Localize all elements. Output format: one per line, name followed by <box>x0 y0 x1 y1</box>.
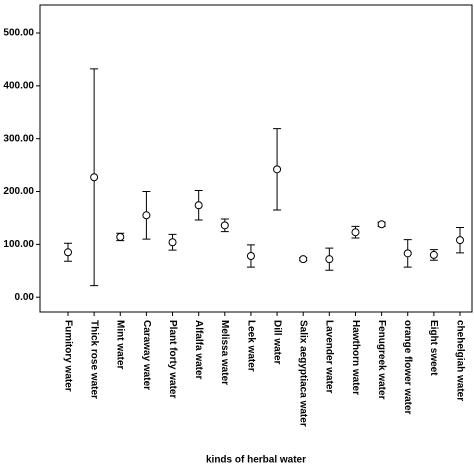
mean-marker <box>299 255 308 264</box>
x-tick-label: orange flower water <box>402 320 413 415</box>
x-tick-label: Salix aegyptiaca water <box>298 320 309 427</box>
plot-frame <box>39 4 473 313</box>
x-tick-label: Alfalfa water <box>193 320 204 380</box>
y-tick-label: 500.00 <box>3 28 34 39</box>
y-tick-label: 300.00 <box>3 133 34 144</box>
x-axis-title: kinds of herbal water <box>206 455 306 466</box>
x-tick-label: Caraway water <box>141 320 152 390</box>
x-tick-label: Melissa water <box>219 320 230 385</box>
x-tick-label: Fenugreek water <box>376 320 387 400</box>
mean-marker <box>168 238 177 247</box>
x-tick-label: Dill water <box>271 320 282 365</box>
mean-marker <box>220 221 229 230</box>
mean-marker <box>456 236 464 245</box>
x-tick-label: Plant forty water <box>167 320 178 398</box>
x-tick-label: Leek water <box>245 320 256 372</box>
mean-marker <box>325 255 334 264</box>
x-tick-label: Thick rose water <box>88 320 99 399</box>
x-tick-label: Mint water <box>115 320 126 370</box>
x-tick-label: Hawthorn water <box>350 320 361 395</box>
y-tick-label: 400.00 <box>3 80 34 91</box>
x-tick-label: Lavender water <box>324 320 335 393</box>
mean-marker <box>351 228 360 237</box>
mean-marker <box>429 250 438 259</box>
mean-marker <box>377 220 386 229</box>
mean-marker <box>246 251 255 260</box>
x-tick-label: chehelgiah water <box>454 320 465 401</box>
mean-marker <box>116 232 125 241</box>
y-tick-label: 100.00 <box>3 239 34 250</box>
mean-marker <box>194 201 203 210</box>
mean-marker <box>64 248 72 257</box>
mean-marker <box>273 165 282 174</box>
mean-marker <box>90 173 99 182</box>
x-tick-label: Fumitory water <box>62 320 73 392</box>
y-tick-label: 200.00 <box>3 186 34 197</box>
mean-marker <box>142 211 151 220</box>
mean-marker <box>403 249 412 258</box>
x-tick-label: Eight sweet <box>428 320 439 376</box>
y-tick-label: 0.00 <box>15 292 35 303</box>
